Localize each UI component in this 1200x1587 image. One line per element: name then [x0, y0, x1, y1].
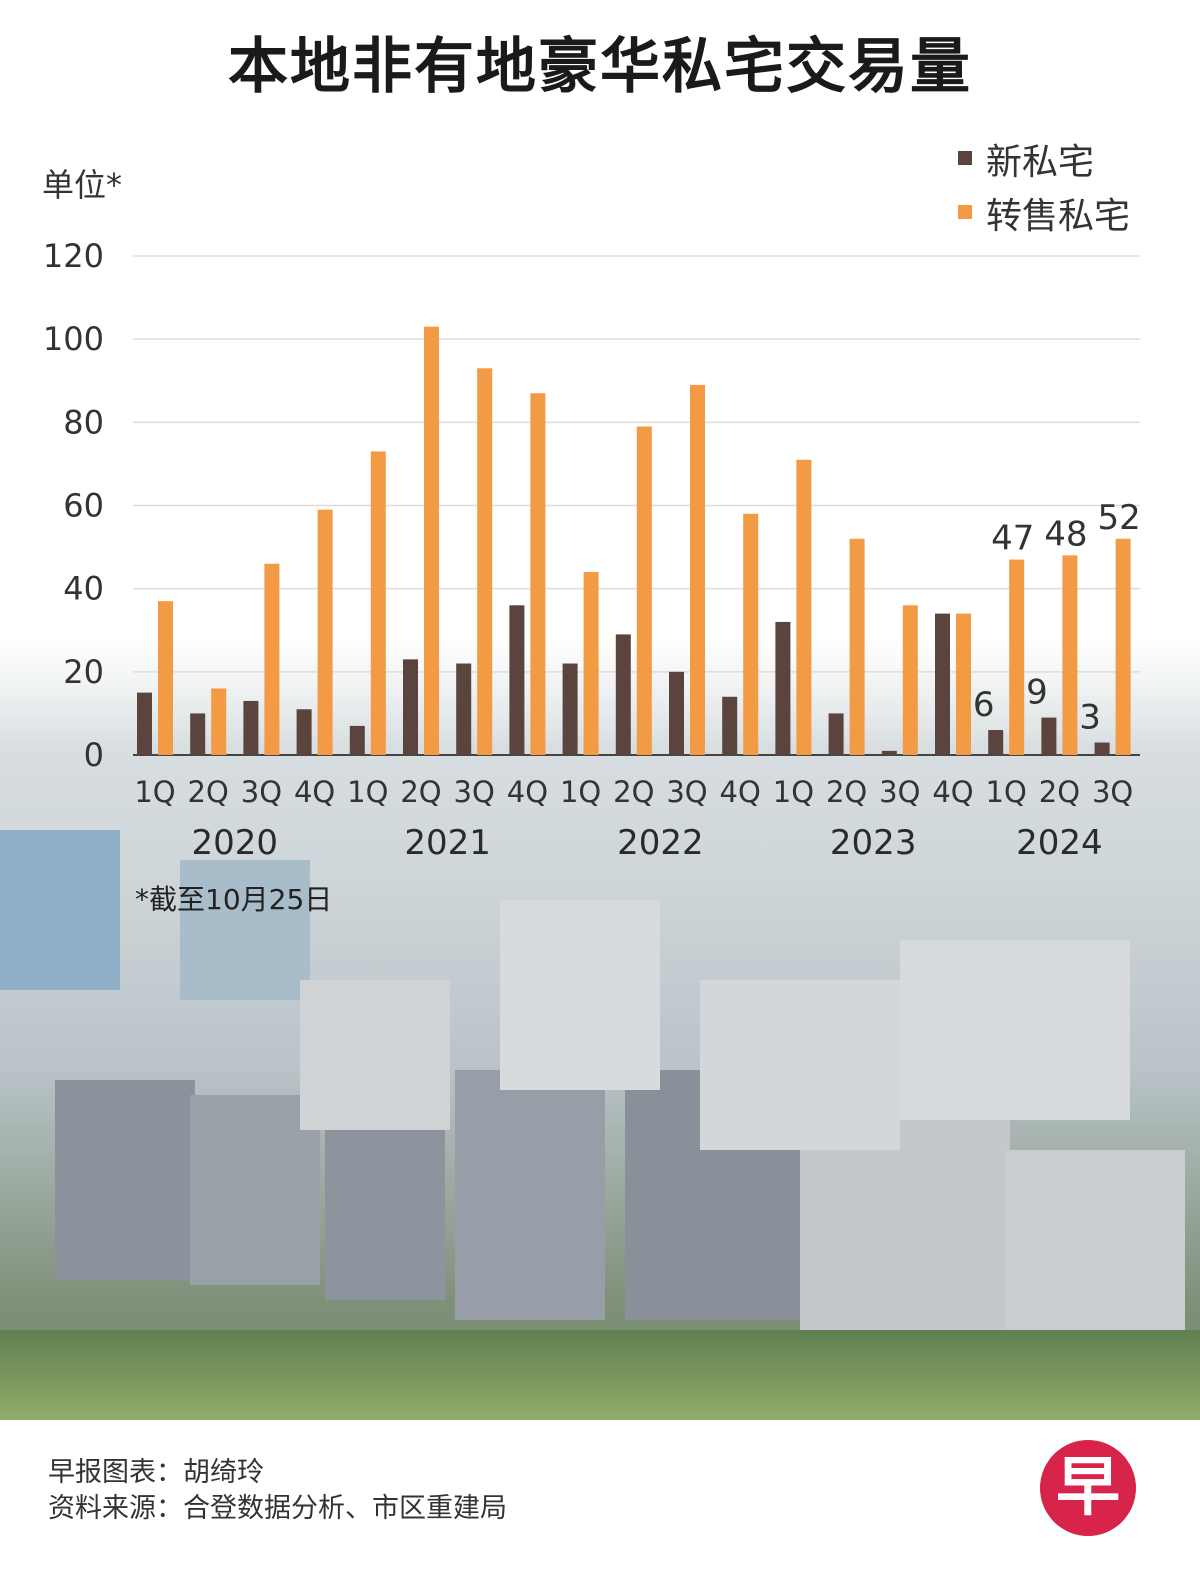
x-tick-label: 3Q	[454, 775, 495, 809]
y-tick-labels: 0 20 40 60 80 100 120	[43, 237, 104, 774]
bar-new-15	[935, 613, 950, 755]
y-tick-label: 100	[43, 320, 104, 358]
footnote: *截至10月25日	[135, 883, 333, 916]
x-tick-label: 4Q	[720, 775, 761, 809]
data-label: 3	[1079, 698, 1101, 738]
x-tick-label: 2Q	[188, 775, 229, 809]
bar-resale-6	[477, 368, 493, 755]
bar-new-12	[775, 621, 791, 755]
x-tick-label: 3Q	[241, 775, 282, 809]
footer	[0, 1420, 1200, 1587]
bars	[137, 326, 1131, 755]
y-tick-label: 80	[63, 403, 104, 441]
bar-resale-11	[743, 513, 759, 755]
bar-new-3	[296, 709, 312, 755]
bar-resale-17	[1062, 555, 1078, 755]
bar-resale-9	[636, 426, 652, 755]
bar-resale-14	[902, 605, 918, 755]
year-label: 2023	[830, 823, 917, 863]
bar-resale-10	[690, 384, 705, 755]
green-field	[0, 1330, 1200, 1420]
bar-new-6	[456, 663, 472, 755]
credit-graphic: 早报图表：胡绮玲	[48, 1457, 264, 1488]
year-label: 2021	[404, 823, 491, 863]
year-label: 2024	[1016, 823, 1103, 863]
bar-new-1	[190, 713, 206, 755]
y-tick-label: 0	[84, 736, 104, 774]
data-label: 52	[1097, 498, 1140, 538]
bar-new-0	[137, 692, 152, 755]
bar-resale-15	[956, 613, 971, 755]
bar-resale-7	[530, 393, 546, 755]
bar-new-13	[828, 713, 844, 755]
zaobao-logo: 早	[1040, 1440, 1136, 1536]
data-label: 47	[991, 519, 1034, 559]
bar-new-8	[562, 663, 578, 755]
x-tick-label: 1Q	[773, 775, 814, 809]
x-tick-labels: 1Q 2Q 3Q 4Q 1Q 2Q 3Q 4Q 1Q 2Q 3Q 4Q 1Q 2Q 3Q 4Q 1Q 2Q 3Q	[134, 775, 1133, 809]
x-tick-label: 1Q	[986, 775, 1027, 809]
credit-source: 资料来源：合登数据分析、市区重建局	[48, 1493, 507, 1524]
bar-resale-18	[1115, 538, 1131, 755]
bar-resale-4	[370, 451, 386, 755]
data-label: 48	[1044, 514, 1087, 554]
legend-swatch-new	[958, 151, 972, 165]
data-label: 6	[973, 685, 995, 725]
data-label: 9	[1026, 673, 1048, 713]
bar-new-2	[243, 700, 259, 755]
bar-resale-12	[796, 459, 812, 755]
x-tick-label: 4Q	[294, 775, 335, 809]
x-tick-label: 4Q	[932, 775, 973, 809]
bar-new-16	[988, 730, 1004, 755]
data-labels: 6 93 47 48 52	[973, 498, 1141, 738]
bar-new-5	[403, 659, 418, 755]
x-tick-label: 2Q	[400, 775, 441, 809]
y-tick-label: 40	[63, 570, 104, 608]
gridlines	[133, 255, 1140, 756]
bar-new-14	[881, 750, 897, 755]
y-tick-label: 120	[43, 237, 104, 275]
x-tick-label: 1Q	[560, 775, 601, 809]
legend-swatch-resale	[958, 205, 972, 219]
bar-resale-5	[424, 326, 439, 755]
bar-resale-0	[158, 601, 173, 755]
bar-resale-8	[583, 572, 599, 755]
x-tick-label: 1Q	[134, 775, 175, 809]
chart-title: 本地非有地豪华私宅交易量	[228, 32, 972, 102]
legend-label-new: 新私宅	[986, 142, 1094, 183]
x-tick-label: 4Q	[507, 775, 548, 809]
bar-resale-3	[317, 509, 333, 755]
bar-new-10	[669, 671, 684, 755]
x-tick-label: 3Q	[879, 775, 920, 809]
bar-resale-2	[264, 563, 280, 755]
bar-resale-16	[1009, 559, 1025, 755]
x-tick-label: 2Q	[826, 775, 867, 809]
legend-label-resale: 转售私宅	[986, 196, 1130, 237]
bar-resale-13	[849, 538, 865, 755]
x-tick-label: 2Q	[1039, 775, 1080, 809]
x-tick-label: 2Q	[613, 775, 654, 809]
x-tick-label: 1Q	[347, 775, 388, 809]
y-tick-label: 20	[63, 653, 104, 691]
x-tick-label: 3Q	[666, 775, 707, 809]
bar-new-18	[1094, 742, 1110, 755]
bar-resale-1	[211, 688, 227, 755]
bar-new-17	[1041, 717, 1057, 755]
year-label: 2022	[617, 823, 704, 863]
bar-new-9	[615, 634, 631, 755]
y-axis-label: 单位*	[42, 166, 122, 204]
city-photo-backdrop	[0, 640, 1200, 1420]
year-labels: 2020 2021 2022 2023 2024	[192, 823, 1103, 863]
x-tick-label: 3Q	[1092, 775, 1133, 809]
year-label: 2020	[192, 823, 279, 863]
bar-new-4	[349, 725, 365, 755]
bar-new-11	[722, 696, 738, 755]
bar-new-7	[509, 605, 525, 755]
y-tick-label: 60	[63, 487, 104, 525]
